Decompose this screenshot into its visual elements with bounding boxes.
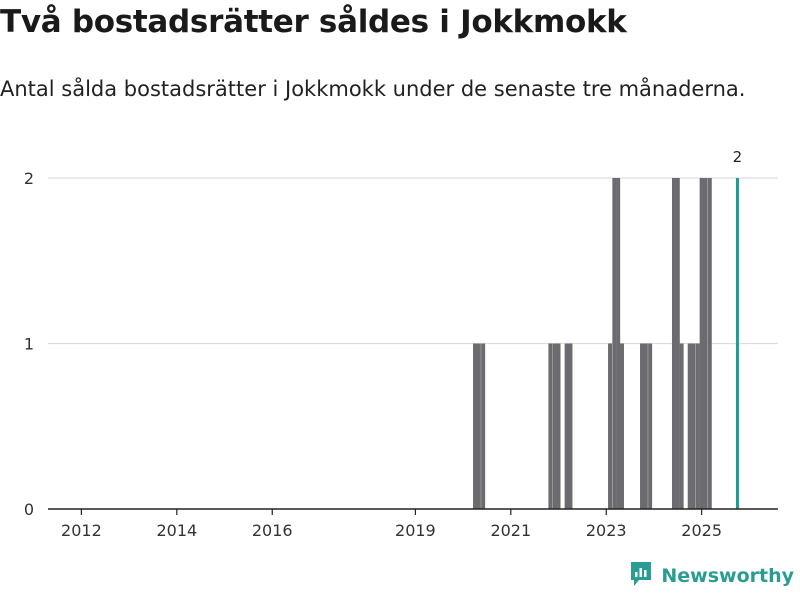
bar (643, 343, 648, 509)
bar (612, 178, 617, 509)
bar (675, 178, 680, 509)
bar (679, 343, 684, 509)
x-tick-label: 2021 (490, 521, 531, 540)
bar (476, 343, 481, 509)
bar (564, 343, 569, 509)
bar (687, 343, 692, 509)
bars (473, 178, 739, 509)
gridlines (48, 177, 778, 345)
y-tick-label: 0 (24, 500, 34, 519)
y-tick-label: 1 (24, 335, 34, 354)
x-axis (48, 508, 778, 515)
bar (616, 178, 621, 509)
bar (608, 343, 613, 509)
y-tick-label: 2 (24, 169, 34, 188)
brand-name: Newsworthy (661, 565, 794, 587)
bar (703, 178, 708, 509)
bar (699, 178, 704, 509)
x-tick-label: 2014 (156, 521, 197, 540)
x-tick-label: 2016 (252, 521, 293, 540)
chart-subtitle: Antal sålda bostadsrätter i Jokkmokk und… (0, 77, 746, 101)
newsworthy-logo-icon (629, 560, 653, 592)
bar (671, 178, 676, 509)
bar (695, 343, 700, 509)
x-tick-label: 2012 (61, 521, 102, 540)
bar (552, 343, 557, 509)
bar (648, 343, 653, 509)
bar (481, 343, 486, 509)
bar (691, 343, 696, 509)
bar (619, 343, 624, 509)
bar (568, 343, 573, 509)
labels: 0 1 2 2 2012 2014 2016 2019 2021 2023 2025 (24, 148, 742, 540)
bar (473, 343, 478, 509)
chart-title: Två bostadsrätter såldes i Jokkmokk (0, 4, 627, 40)
x-tick-label: 2023 (586, 521, 627, 540)
bar (707, 178, 712, 509)
bar (556, 343, 561, 509)
bar (548, 343, 553, 509)
x-tick-label: 2019 (395, 521, 436, 540)
bar (640, 343, 645, 509)
data-label: 2 (733, 148, 743, 166)
bar-latest (735, 178, 739, 509)
brand-logo[interactable]: Newsworthy (629, 560, 794, 592)
x-tick-label: 2025 (681, 521, 722, 540)
